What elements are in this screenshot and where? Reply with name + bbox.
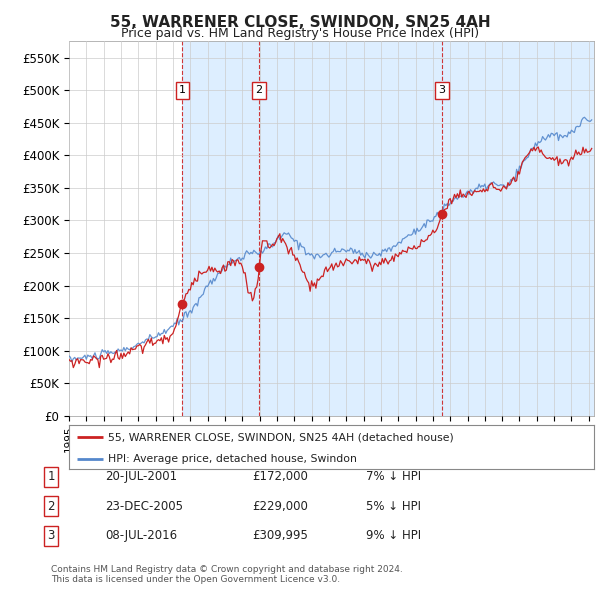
Text: Contains HM Land Registry data © Crown copyright and database right 2024.
This d: Contains HM Land Registry data © Crown c… (51, 565, 403, 584)
Text: 2: 2 (256, 85, 263, 95)
Text: 9% ↓ HPI: 9% ↓ HPI (366, 529, 421, 542)
Bar (259, 41, 442, 416)
Text: 55, WARRENER CLOSE, SWINDON, SN25 4AH (detached house): 55, WARRENER CLOSE, SWINDON, SN25 4AH (d… (109, 432, 454, 442)
Text: 5% ↓ HPI: 5% ↓ HPI (366, 500, 421, 513)
Text: 7% ↓ HPI: 7% ↓ HPI (366, 470, 421, 483)
Text: Price paid vs. HM Land Registry's House Price Index (HPI): Price paid vs. HM Land Registry's House … (121, 27, 479, 40)
Text: 1: 1 (179, 85, 186, 95)
Text: 55, WARRENER CLOSE, SWINDON, SN25 4AH: 55, WARRENER CLOSE, SWINDON, SN25 4AH (110, 15, 490, 30)
Text: £309,995: £309,995 (252, 529, 308, 542)
Text: 3: 3 (47, 529, 55, 542)
Text: HPI: Average price, detached house, Swindon: HPI: Average price, detached house, Swin… (109, 454, 357, 464)
Text: 20-JUL-2001: 20-JUL-2001 (105, 470, 177, 483)
Text: £172,000: £172,000 (252, 470, 308, 483)
Text: £229,000: £229,000 (252, 500, 308, 513)
Bar (182, 41, 259, 416)
Bar (442, 41, 594, 416)
Text: 2: 2 (47, 500, 55, 513)
Text: 08-JUL-2016: 08-JUL-2016 (105, 529, 177, 542)
Text: 23-DEC-2005: 23-DEC-2005 (105, 500, 183, 513)
Text: 3: 3 (439, 85, 445, 95)
Text: 1: 1 (47, 470, 55, 483)
